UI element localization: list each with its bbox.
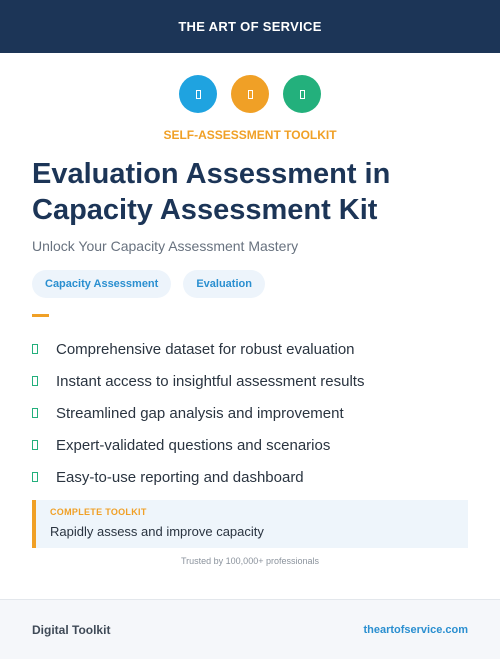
- feature-text: Instant access to insightful assessment …: [56, 372, 365, 390]
- blue-circle-icon: [179, 75, 217, 113]
- check-icon: [32, 344, 38, 354]
- feature-item: Instant access to insightful assessment …: [32, 365, 364, 397]
- tag-evaluation[interactable]: Evaluation: [183, 270, 265, 298]
- callout-text: Rapidly assess and improve capacity: [50, 524, 264, 539]
- green-circle-icon: [283, 75, 321, 113]
- callout-box: COMPLETE TOOLKIT Rapidly assess and impr…: [32, 500, 468, 548]
- callout-label: COMPLETE TOOLKIT: [50, 507, 147, 517]
- check-icon: [32, 440, 38, 450]
- feature-item: Comprehensive dataset for robust evaluat…: [32, 333, 364, 365]
- feature-text: Expert-validated questions and scenarios: [56, 436, 331, 454]
- check-icon: [32, 472, 38, 482]
- feature-text: Comprehensive dataset for robust evaluat…: [56, 340, 355, 358]
- feature-item: Streamlined gap analysis and improvement: [32, 397, 364, 429]
- placeholder-glyph-icon: [299, 89, 305, 99]
- feature-list: Comprehensive dataset for robust evaluat…: [32, 333, 364, 493]
- website-link[interactable]: theartofservice.com: [363, 623, 468, 636]
- header-bar: THE ART OF SERVICE: [0, 0, 500, 53]
- check-icon: [32, 376, 38, 386]
- feature-text: Streamlined gap analysis and improvement: [56, 404, 344, 422]
- footer: Digital Toolkit theartofservice.com: [0, 599, 500, 659]
- check-icon: [32, 408, 38, 418]
- placeholder-glyph-icon: [247, 89, 253, 99]
- orange-circle-icon: [231, 75, 269, 113]
- feature-item: Expert-validated questions and scenarios: [32, 429, 364, 461]
- tag-list: Capacity Assessment Evaluation: [32, 270, 265, 298]
- tag-capacity-assessment[interactable]: Capacity Assessment: [32, 270, 172, 298]
- kicker-label: SELF-ASSESSMENT TOOLKIT: [163, 128, 337, 142]
- icon-row: [0, 75, 500, 113]
- footer-label: Digital Toolkit: [32, 622, 111, 637]
- trust-note: Trusted by 100,000+ professionals: [180, 556, 319, 566]
- page-title: Evaluation Assessment in Capacity Assess…: [32, 158, 391, 226]
- subtitle: Unlock Your Capacity Assessment Mastery: [32, 238, 299, 254]
- brand-name: THE ART OF SERVICE: [178, 19, 322, 34]
- feature-text: Easy-to-use reporting and dashboard: [56, 468, 304, 486]
- feature-item: Easy-to-use reporting and dashboard: [32, 461, 364, 493]
- accent-divider: [32, 314, 49, 317]
- placeholder-glyph-icon: [195, 89, 201, 99]
